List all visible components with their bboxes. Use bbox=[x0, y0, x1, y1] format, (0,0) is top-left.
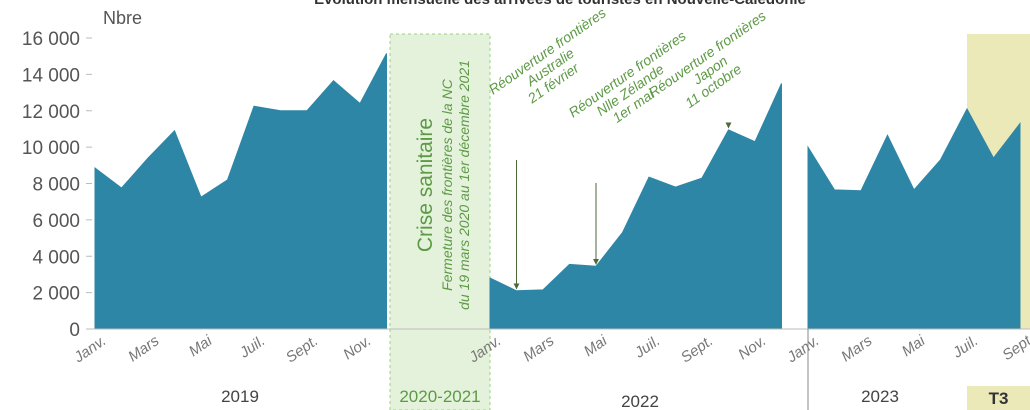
y-axis-label: Nbre bbox=[103, 8, 142, 28]
y-tick-label: 12 000 bbox=[22, 102, 80, 123]
crisis-title: Crise sanitaire bbox=[414, 118, 437, 252]
y-tick-label: 8 000 bbox=[32, 175, 80, 196]
highlight-label-box bbox=[967, 386, 1030, 410]
year-label: 2020-2021 bbox=[399, 387, 480, 406]
x-tick-label: Janv. bbox=[783, 332, 822, 366]
x-tick-label: Nov. bbox=[340, 332, 374, 363]
x-tick-label: Nov. bbox=[735, 332, 769, 363]
x-tick-label: Juil. bbox=[949, 332, 981, 362]
x-tick-label: Mai bbox=[581, 332, 611, 360]
year-label: 2023 bbox=[861, 387, 899, 406]
y-tick-label: 0 bbox=[69, 320, 80, 341]
x-tick-label: Mai bbox=[186, 332, 216, 360]
year-label: 2022 bbox=[621, 392, 659, 410]
year-label: 2019 bbox=[221, 387, 259, 406]
x-tick-label: Mars bbox=[838, 332, 875, 365]
y-tick-label: 14 000 bbox=[22, 65, 80, 86]
x-tick-label: Mai bbox=[899, 332, 929, 360]
area bbox=[94, 53, 387, 330]
y-tick-label: 16 000 bbox=[22, 29, 80, 50]
x-tick-label: Sept. bbox=[678, 332, 716, 366]
x-tick-label: Sept bbox=[999, 332, 1030, 364]
area bbox=[807, 107, 1021, 330]
crisis-note: Fermeture des frontières de la NC bbox=[439, 78, 455, 291]
area bbox=[489, 83, 782, 330]
y-tick-label: 4 000 bbox=[32, 247, 80, 268]
x-tick-label: Sept. bbox=[283, 332, 321, 366]
crisis-band bbox=[389, 33, 491, 410]
x-tick-label: Juil. bbox=[631, 332, 663, 362]
x-tick-label: Mars bbox=[125, 332, 162, 365]
chart-title: Évolution mensuelle des arrivées de tour… bbox=[314, 0, 806, 8]
highlight-label: T3 bbox=[989, 389, 1009, 408]
crisis-note: du 19 mars 2020 au 1er décembre 2021 bbox=[456, 60, 472, 310]
y-tick-label: 6 000 bbox=[32, 211, 80, 232]
x-tick-label: Mars bbox=[520, 332, 557, 365]
x-tick-label: Juil. bbox=[236, 332, 268, 362]
y-tick-label: 2 000 bbox=[32, 284, 80, 305]
y-tick-label: 10 000 bbox=[22, 138, 80, 159]
